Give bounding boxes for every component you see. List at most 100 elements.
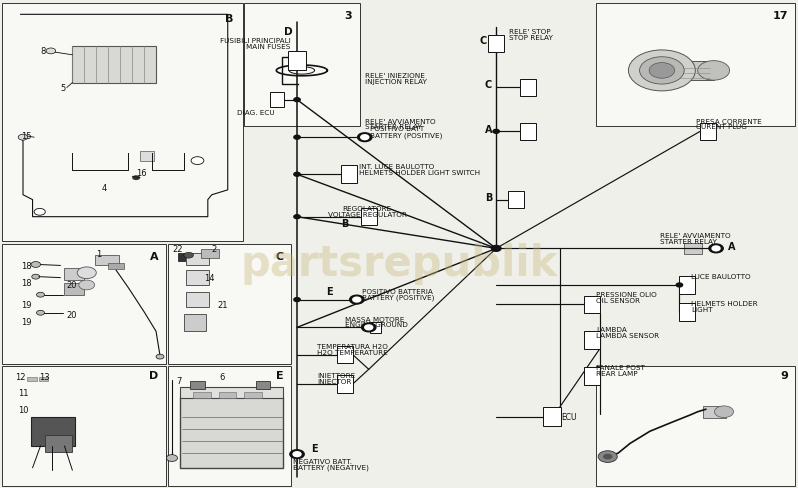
Circle shape [697, 61, 729, 81]
Circle shape [294, 136, 300, 140]
Bar [508, 191, 524, 209]
Text: 18: 18 [21, 262, 31, 270]
Text: 12: 12 [15, 372, 26, 381]
Text: RELE' INIEZIONE: RELE' INIEZIONE [365, 73, 425, 79]
Text: 6: 6 [219, 372, 225, 381]
Text: BATTERY (POSITIVE): BATTERY (POSITIVE) [362, 294, 435, 300]
Text: DIAG. ECU: DIAG. ECU [237, 110, 275, 116]
Text: 20: 20 [66, 310, 77, 319]
Circle shape [31, 262, 41, 268]
Text: FANALE POST: FANALE POST [596, 365, 645, 370]
Text: MAIN FUSES: MAIN FUSES [247, 44, 290, 50]
Bar [596, 4, 795, 127]
Text: REAR LAMP: REAR LAMP [596, 370, 638, 376]
Circle shape [77, 267, 97, 279]
Text: ECU: ECU [562, 412, 577, 421]
Bar [45, 435, 73, 452]
Bar [674, 61, 713, 81]
Circle shape [358, 134, 372, 142]
Circle shape [712, 246, 720, 251]
Bar [109, 264, 124, 270]
Bar [337, 375, 353, 393]
Text: OIL SENSOR: OIL SENSOR [596, 297, 640, 303]
Text: 5: 5 [61, 84, 66, 93]
Circle shape [156, 354, 164, 359]
Circle shape [46, 49, 56, 55]
Bar [288, 52, 306, 71]
Bar [488, 36, 504, 53]
Text: STOP RELAY: STOP RELAY [509, 35, 553, 41]
Text: 19: 19 [21, 317, 31, 326]
Bar [679, 277, 695, 294]
Bar [2, 366, 167, 487]
Circle shape [628, 51, 695, 92]
Text: INIETTORE: INIETTORE [317, 372, 355, 378]
Text: POSITIVO BATTERIA: POSITIVO BATTERIA [362, 288, 433, 294]
Bar [679, 304, 695, 321]
Bar [584, 331, 600, 349]
Bar [95, 255, 119, 266]
Text: B: B [485, 193, 492, 203]
Text: D: D [149, 370, 159, 380]
Text: A: A [484, 124, 492, 135]
Bar [184, 315, 206, 331]
Text: LAMBDA SENSOR: LAMBDA SENSOR [596, 332, 659, 339]
Bar [584, 296, 600, 314]
Text: 3: 3 [345, 11, 352, 21]
Bar [27, 377, 37, 381]
Text: 14: 14 [203, 274, 215, 283]
Text: 11: 11 [18, 388, 29, 397]
Bar [31, 417, 75, 446]
Text: 19: 19 [21, 300, 31, 309]
Text: A: A [150, 251, 159, 261]
Text: ENGINE GROUND: ENGINE GROUND [345, 322, 408, 328]
Text: 21: 21 [217, 300, 228, 309]
Circle shape [294, 173, 300, 177]
Circle shape [37, 293, 45, 298]
Bar [178, 253, 196, 261]
Bar [520, 123, 536, 141]
Bar [255, 381, 270, 389]
Text: 22: 22 [172, 244, 184, 253]
Text: 2: 2 [211, 244, 217, 253]
Text: RELE' AVVIAMENTO: RELE' AVVIAMENTO [365, 119, 436, 124]
Circle shape [167, 455, 177, 462]
Bar [185, 254, 209, 266]
Bar [180, 387, 283, 398]
Bar [190, 381, 204, 389]
Bar [73, 47, 156, 83]
Text: 1: 1 [97, 249, 101, 258]
Circle shape [294, 99, 300, 102]
Text: 15: 15 [21, 131, 31, 141]
Circle shape [493, 130, 500, 134]
Bar [180, 397, 283, 468]
Text: POSITIVO BATT: POSITIVO BATT [370, 126, 425, 132]
Text: B: B [341, 218, 348, 228]
Circle shape [79, 281, 95, 290]
Circle shape [639, 58, 684, 85]
Text: 13: 13 [39, 372, 49, 381]
Text: STARTER RELAY: STARTER RELAY [365, 124, 421, 130]
Text: PRESSIONE OLIO: PRESSIONE OLIO [596, 291, 657, 297]
Text: C: C [480, 36, 487, 45]
Bar [168, 244, 291, 365]
Text: REGOLATORE: REGOLATORE [342, 205, 392, 211]
Text: A: A [728, 242, 736, 251]
Bar [201, 250, 219, 259]
Bar [244, 392, 262, 398]
Text: LIGHT: LIGHT [691, 306, 713, 312]
Bar [193, 392, 211, 398]
Bar [337, 346, 353, 364]
Circle shape [18, 135, 28, 141]
Bar [244, 4, 360, 127]
Text: INJECTION RELAY: INJECTION RELAY [365, 79, 427, 85]
Circle shape [709, 244, 723, 253]
Text: E: E [326, 286, 333, 296]
Bar [270, 93, 284, 108]
Text: E: E [311, 444, 318, 453]
Bar [140, 152, 155, 161]
Circle shape [714, 406, 733, 418]
Circle shape [293, 452, 301, 457]
Bar [341, 166, 357, 183]
Text: HELMETS HOLDER LIGHT SWITCH: HELMETS HOLDER LIGHT SWITCH [359, 170, 480, 176]
